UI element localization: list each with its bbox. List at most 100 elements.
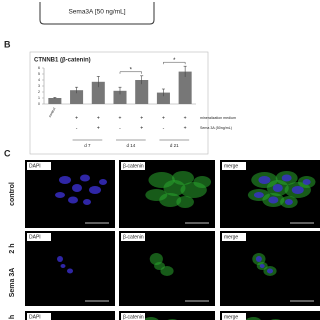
significance-mark: * bbox=[130, 67, 133, 73]
condition-name: mineralization medium bbox=[200, 116, 236, 120]
y-tick-label: 6 bbox=[38, 66, 40, 70]
channel-label-box bbox=[27, 313, 51, 320]
y-tick-label: 2 bbox=[38, 90, 40, 94]
cell-nucleus bbox=[281, 174, 292, 182]
micrograph: merge bbox=[220, 160, 320, 228]
channel-label: β-catenin bbox=[123, 235, 144, 241]
bar bbox=[156, 92, 170, 104]
channel-label-box bbox=[222, 233, 246, 241]
cell-nucleus bbox=[68, 196, 78, 204]
channel-label: β-catenin bbox=[123, 164, 144, 170]
cell-cytoplasm bbox=[172, 171, 194, 185]
significance-mark: * bbox=[173, 58, 176, 64]
condition-mark: + bbox=[184, 125, 187, 131]
micrograph: β-catenin bbox=[119, 160, 215, 228]
condition-mark: + bbox=[97, 115, 100, 121]
micrograph: β-catenin bbox=[119, 231, 215, 306]
condition-name: Sema 3A (50ng/mL) bbox=[200, 126, 232, 130]
micrograph-background bbox=[119, 311, 215, 320]
y-tick-label: 1 bbox=[38, 96, 40, 100]
cell-cytoplasm bbox=[154, 262, 166, 270]
cell-cytoplasm bbox=[245, 317, 261, 320]
cell-nucleus bbox=[57, 256, 63, 262]
condition-mark: + bbox=[140, 125, 143, 131]
micrograph: merge bbox=[220, 231, 320, 306]
x-tick-label: control bbox=[48, 107, 57, 118]
chart-title: CTNNB1 (β-catenin) bbox=[34, 58, 91, 64]
cell-cytoplasm bbox=[176, 196, 194, 208]
cell-nucleus bbox=[83, 199, 91, 205]
row-label: 2 h bbox=[9, 243, 16, 253]
cell-nucleus bbox=[72, 184, 82, 192]
bar bbox=[70, 90, 84, 104]
cell-nucleus bbox=[55, 192, 65, 198]
cell-nucleus bbox=[80, 174, 90, 182]
bar bbox=[135, 80, 149, 104]
micrograph-background bbox=[25, 160, 115, 228]
micrograph: DAPI bbox=[25, 160, 115, 228]
micrograph: β-catenin bbox=[119, 311, 215, 320]
channel-label: β-catenin bbox=[123, 315, 144, 320]
micrograph: DAPI bbox=[25, 231, 115, 306]
cell-nucleus bbox=[284, 199, 293, 205]
cell-cytoplasm bbox=[143, 317, 159, 320]
cell-nucleus bbox=[67, 268, 73, 274]
channel-label-box bbox=[121, 233, 145, 241]
row-label: h bbox=[9, 315, 16, 319]
panel-label: B bbox=[4, 39, 11, 49]
significance-bracket bbox=[119, 71, 142, 74]
channel-label: DAPI bbox=[29, 235, 41, 241]
group-label: d 21 bbox=[170, 143, 179, 148]
channel-label: merge bbox=[224, 315, 238, 320]
row-label: Sema 3A bbox=[9, 268, 16, 298]
panel-label: C bbox=[4, 148, 11, 158]
top-label: Sema3A [50 ng/mL] bbox=[68, 9, 125, 16]
cell-nucleus bbox=[291, 186, 304, 194]
significance-bracket bbox=[163, 61, 186, 65]
bar bbox=[48, 98, 62, 104]
condition-mark: + bbox=[97, 125, 100, 131]
bar bbox=[113, 90, 127, 104]
y-tick-label: 4 bbox=[38, 78, 40, 82]
condition-mark: + bbox=[75, 115, 78, 121]
micrograph: merge bbox=[220, 311, 320, 320]
channel-label-box bbox=[27, 162, 51, 170]
cell-nucleus bbox=[89, 186, 101, 194]
cell-nucleus bbox=[60, 264, 66, 268]
channel-label: merge bbox=[224, 164, 238, 170]
condition-mark: + bbox=[119, 115, 122, 121]
cell-cytoplasm bbox=[159, 193, 182, 207]
condition-box bbox=[39, 2, 155, 25]
chart-frame bbox=[29, 51, 209, 155]
channel-label: DAPI bbox=[29, 164, 41, 170]
y-tick-label: 5 bbox=[38, 72, 40, 76]
micrograph-background bbox=[25, 311, 115, 320]
cell-nucleus bbox=[302, 179, 311, 185]
cell-nucleus bbox=[272, 184, 283, 192]
cell-nucleus bbox=[258, 176, 271, 184]
condition-mark: + bbox=[140, 115, 143, 121]
bar bbox=[91, 81, 105, 104]
row-label: control bbox=[9, 182, 16, 206]
cell-nucleus bbox=[267, 268, 273, 274]
condition-mark: + bbox=[162, 115, 165, 121]
cell-nucleus bbox=[259, 264, 265, 268]
condition-mark: + bbox=[184, 115, 187, 121]
cell-nucleus bbox=[59, 176, 71, 184]
cell-nucleus bbox=[253, 192, 264, 198]
y-tick-label: 0 bbox=[38, 102, 40, 106]
cell-cytoplasm bbox=[193, 176, 211, 188]
cell-cytoplasm bbox=[149, 253, 163, 265]
condition-mark: - bbox=[163, 125, 165, 131]
channel-label: merge bbox=[224, 235, 238, 241]
y-tick-label: 3 bbox=[38, 84, 40, 88]
cell-nucleus bbox=[255, 256, 262, 262]
bar bbox=[178, 71, 192, 104]
channel-label-box bbox=[222, 313, 246, 320]
cell-nucleus bbox=[268, 196, 279, 204]
group-label: d 7 bbox=[84, 143, 91, 148]
micrograph-background bbox=[220, 311, 320, 320]
channel-label-box bbox=[121, 313, 145, 320]
condition-mark: - bbox=[76, 125, 78, 131]
